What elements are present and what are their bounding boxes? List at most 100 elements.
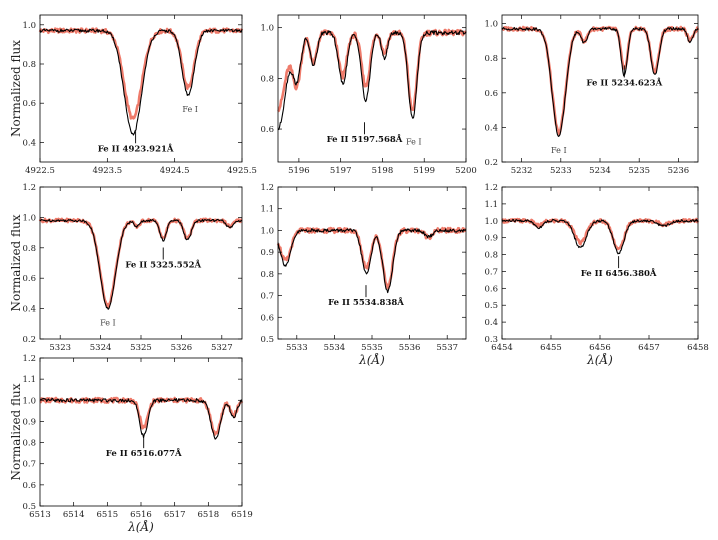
x-tick-label: 5326 xyxy=(171,343,193,353)
fe-i-label: Fe I xyxy=(551,146,567,155)
y-tick-label: 0.3 xyxy=(484,335,498,345)
x-tick-label: 4924.5 xyxy=(160,166,190,176)
line-identification-label: Fe II 6516.077Å xyxy=(106,447,182,459)
x-tick-label: 6458 xyxy=(687,343,709,353)
spectrum-panel-1: 4922.5 4923.5 4924.5 4925.5 0.4 0.6 0.8 1.0 Norm… xyxy=(9,14,257,176)
x-tick-label: 6517 xyxy=(164,510,186,520)
y-tick-label: 0.5 xyxy=(22,502,36,512)
y-tick-label: 0.8 xyxy=(484,251,498,261)
axes-frame xyxy=(39,14,243,163)
y-tick-label: 1.2 xyxy=(22,354,36,364)
model-spectrum-line xyxy=(501,218,699,255)
y-tick-label: 0.6 xyxy=(22,99,36,109)
y-axis-label: Normalized flux xyxy=(9,40,23,137)
x-tick-label: 4925.5 xyxy=(227,166,257,176)
x-tick-label: 5324 xyxy=(90,343,112,353)
y-tick-label: 0.6 xyxy=(260,313,274,323)
axes-frame xyxy=(501,186,699,340)
fe-i-label: Fe I xyxy=(182,105,198,114)
spectrum-panel-2: 5196 5197 5198 5199 5200 0.6 0.8 1.0 Fe II 5197.… xyxy=(260,14,477,176)
axes-frame xyxy=(277,186,467,340)
x-tick-label: 5536 xyxy=(399,343,421,353)
x-tick-label: 5235 xyxy=(628,166,650,176)
y-tick-label: 1.1 xyxy=(22,375,36,385)
y-tick-label: 0.5 xyxy=(260,335,274,345)
x-tick-label: 5199 xyxy=(413,166,435,176)
y-tick-label: 0.8 xyxy=(260,270,274,280)
x-tick-label: 5200 xyxy=(455,166,477,176)
model-spectrum-line xyxy=(40,218,243,310)
x-tick-label: 6516 xyxy=(130,510,152,520)
y-tick-label: 0.6 xyxy=(484,89,498,99)
x-tick-label: 5236 xyxy=(668,166,690,176)
x-tick-label: 5233 xyxy=(550,166,572,176)
x-tick-label: 4923.5 xyxy=(92,166,122,176)
x-tick-label: 5327 xyxy=(211,343,233,353)
axes-frame xyxy=(501,14,699,163)
spectrum-panel-4: 5323 5324 5325 5326 5327 0.2 0.4 0.6 0.8 1.0 1.2 No… xyxy=(9,183,243,353)
x-tick-label: 5198 xyxy=(372,166,394,176)
fe-i-label: Fe I xyxy=(406,138,422,147)
x-axis-label: λ(Å) xyxy=(127,519,154,534)
observed-spectrum-line xyxy=(38,27,244,120)
y-tick-label: 0.9 xyxy=(484,234,498,244)
y-tick-label: 0.9 xyxy=(22,417,36,427)
y-tick-label: 0.7 xyxy=(260,292,274,302)
y-tick-label: 1.1 xyxy=(260,205,274,215)
line-identification-label: Fe II 5234.623Å xyxy=(586,76,662,88)
spectrum-panel-7: 6513 6514 6515 6516 6517 6518 6519 0.5 0.6 0.7 0.8… xyxy=(9,354,253,534)
line-identification-label: Fe II 5197.568Å xyxy=(327,133,403,145)
y-tick-label: 0.7 xyxy=(22,460,36,470)
y-tick-label: 0.8 xyxy=(22,439,36,449)
x-tick-label: 6515 xyxy=(97,510,119,520)
y-tick-label: 0.6 xyxy=(22,481,36,491)
x-tick-label: 6456 xyxy=(589,343,611,353)
x-tick-label: 5197 xyxy=(330,166,352,176)
model-spectrum-line xyxy=(39,398,243,440)
x-tick-label: 4922.5 xyxy=(25,166,55,176)
y-tick-label: 0.8 xyxy=(22,60,36,70)
spectrum-panel-3: 5232 5233 5234 5235 5236 0.2 0.4 0.6 0.8 1.0 Fe II… xyxy=(484,14,700,176)
y-tick-label: 0.8 xyxy=(22,244,36,254)
line-identification-label: Fe II 5534.838Å xyxy=(328,296,404,308)
line-identification-label: Fe II 4923.921Å xyxy=(98,142,174,154)
fe-i-label: Fe I xyxy=(100,318,116,327)
x-tick-label: 6454 xyxy=(491,343,513,353)
x-tick-label: 5234 xyxy=(589,166,611,176)
y-tick-label: 1.0 xyxy=(22,396,36,406)
y-tick-label: 0.6 xyxy=(260,125,274,135)
spectrum-panel-5: 5533 5534 5535 5536 5537 0.5 0.6 0.7 0.8 0.9 1.0 1.… xyxy=(260,183,467,367)
y-tick-label: 0.7 xyxy=(484,267,498,277)
x-axis-label: λ(Å) xyxy=(586,352,613,367)
observed-spectrum-line xyxy=(276,226,467,290)
x-tick-label: 5533 xyxy=(286,343,308,353)
x-tick-label: 6514 xyxy=(63,510,85,520)
y-tick-label: 1.0 xyxy=(22,213,36,223)
y-tick-label: 1.0 xyxy=(484,20,498,30)
axes-frame xyxy=(277,14,467,163)
x-tick-label: 6518 xyxy=(198,510,220,520)
x-tick-label: 5535 xyxy=(361,343,383,353)
y-tick-label: 0.9 xyxy=(260,248,274,258)
x-tick-label: 5196 xyxy=(288,166,310,176)
y-tick-label: 1.0 xyxy=(260,24,274,34)
y-tick-label: 0.6 xyxy=(22,274,36,284)
spectrum-panel-6: 6454 6455 6456 6457 6458 0.3 0.4 0.5 0.6 0.7 0.8 0.… xyxy=(484,183,708,367)
observed-spectrum-line xyxy=(277,28,467,113)
y-tick-label: 1.0 xyxy=(260,226,274,236)
y-tick-label: 1.1 xyxy=(484,200,498,210)
y-tick-label: 1.0 xyxy=(22,21,36,31)
y-tick-label: 0.8 xyxy=(260,74,274,84)
y-tick-label: 0.8 xyxy=(484,54,498,64)
y-tick-label: 1.2 xyxy=(22,183,36,193)
model-spectrum-line xyxy=(501,26,699,137)
model-spectrum-line xyxy=(39,28,243,136)
y-tick-label: 1.2 xyxy=(260,183,274,193)
y-tick-label: 0.4 xyxy=(22,138,36,148)
x-tick-label: 5537 xyxy=(436,343,458,353)
y-tick-label: 0.4 xyxy=(22,305,36,315)
x-tick-label: 5323 xyxy=(49,343,71,353)
x-tick-label: 6519 xyxy=(231,510,253,520)
y-tick-label: 1.0 xyxy=(484,217,498,227)
